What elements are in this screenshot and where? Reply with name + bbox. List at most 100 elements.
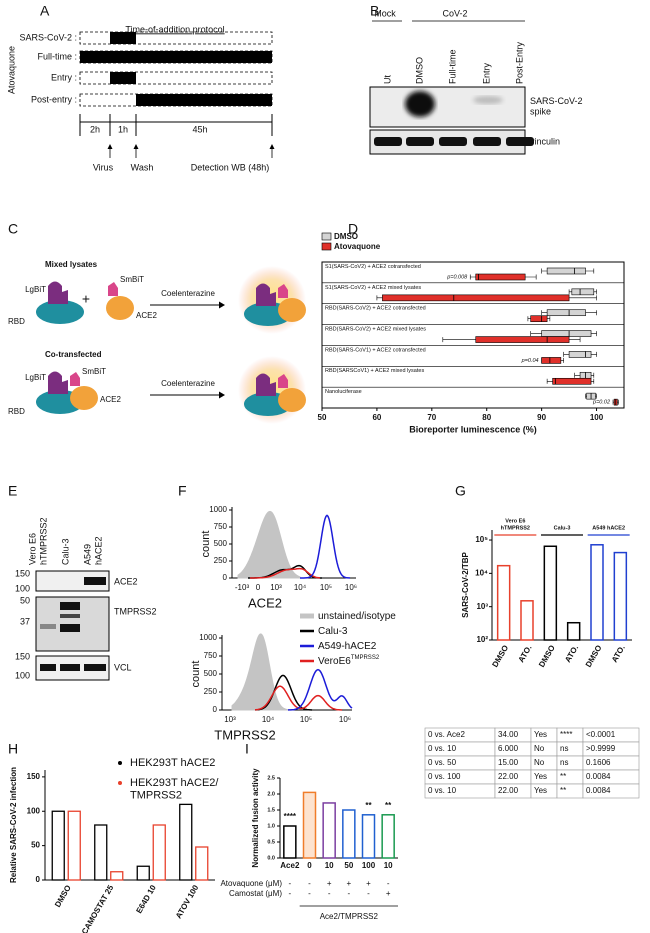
- group-label: hTMPRSS2: [501, 525, 530, 531]
- component-label: LgBiT: [25, 373, 46, 382]
- lane-label: hACE2: [93, 536, 103, 565]
- table-text: 34.00: [498, 730, 519, 739]
- table-text: Yes: [534, 786, 547, 795]
- lgbit-shape: [48, 371, 68, 394]
- protocol-segment: [136, 94, 272, 106]
- treatment-sign: -: [347, 889, 350, 898]
- blot-band: [374, 137, 402, 146]
- y-tick-label: 1000: [199, 633, 217, 642]
- y-tick-label: 750: [204, 651, 218, 660]
- panel-letter: I: [245, 741, 249, 757]
- x-tick-label: 10⁶: [339, 715, 351, 724]
- x-tick-label: 10: [384, 861, 393, 870]
- component-label: LgBiT: [25, 285, 46, 294]
- x-tick-label: 80: [482, 413, 491, 422]
- legend-label: DMSO: [334, 232, 358, 241]
- component-label: SmBiT: [82, 367, 106, 376]
- table-text: 0 vs. 50: [428, 758, 457, 767]
- bar: [283, 825, 297, 859]
- x-tick-label: DMSO: [490, 644, 510, 669]
- p-value: p=0.02: [592, 400, 610, 406]
- mw-marker: 150: [15, 568, 30, 578]
- bar: [361, 814, 376, 859]
- table-text: 0 vs. 10: [428, 744, 457, 753]
- y-tick-label: 0: [223, 573, 228, 582]
- table-text: >0.9999: [586, 744, 616, 753]
- panel-letter: E: [8, 483, 17, 499]
- y-tick-label: 0.0: [267, 855, 275, 861]
- legend-label: Atovaquone: [334, 242, 381, 251]
- box: [530, 315, 548, 323]
- mw-marker: 100: [15, 670, 30, 680]
- bar: [381, 814, 395, 859]
- x-tick-label: 10: [325, 861, 334, 870]
- y-tick-label: 500: [204, 669, 218, 678]
- lgbit-shape: [256, 283, 276, 306]
- treatment-sign: -: [387, 879, 390, 888]
- diagram-title: Mixed lysates: [45, 260, 98, 269]
- blot-band: [84, 664, 106, 671]
- text-line: HEK293T hACE2/: [130, 777, 219, 789]
- treatment-sign: +: [366, 879, 371, 888]
- lane-label: Full-time: [447, 49, 457, 84]
- table-text: No: [534, 744, 545, 753]
- blot: [35, 570, 110, 592]
- x-tick-label: 10⁵: [320, 583, 332, 592]
- legend-name: unstained/isotype: [318, 611, 396, 622]
- histogram-curve: [250, 567, 320, 579]
- legend-swatch: [321, 232, 332, 241]
- text-line: TMPRSS2: [130, 790, 182, 802]
- mw-marker: 100: [15, 583, 30, 593]
- box: [568, 351, 592, 358]
- legend-marker: [118, 761, 122, 765]
- protocol-row-label: Full-time :: [37, 51, 77, 61]
- x-axis-label: TMPRSS2: [214, 727, 275, 742]
- ace2-shape: [70, 386, 98, 410]
- box: [571, 288, 595, 296]
- box: [541, 357, 562, 364]
- y-tick-label: 0.5: [267, 839, 275, 845]
- group-label: Ace2/TMPRSS2: [320, 912, 379, 921]
- event-label: Virus: [93, 162, 114, 172]
- panel-letter: D: [348, 221, 358, 237]
- table-text: No: [534, 758, 545, 767]
- duration-label: 1h: [118, 124, 128, 134]
- histogram-curve: [300, 514, 351, 579]
- panel-letter: F: [178, 483, 187, 499]
- y-tick-label: 250: [214, 556, 228, 565]
- bar: [322, 802, 336, 859]
- treatment-sign: -: [308, 879, 311, 888]
- y-tick-label: 100: [27, 806, 41, 815]
- treatment-sign: -: [367, 889, 370, 898]
- treatment-sign: -: [288, 879, 291, 888]
- legend-label: VeroE6TMPRSS2: [318, 655, 380, 667]
- x-tick-label: 0: [307, 861, 312, 870]
- legend-label: HEK293T hACE2/TMPRSS2: [130, 777, 219, 802]
- drug-label: Atovaquone: [6, 46, 16, 94]
- band-label: ACE2: [114, 576, 138, 586]
- table-text: 15.00: [498, 758, 519, 767]
- component-label: SmBiT: [120, 275, 144, 284]
- bar: [543, 545, 558, 641]
- table-text: 0 vs. Ace2: [428, 730, 465, 739]
- lane-label: Calu-3: [60, 538, 70, 565]
- table-text: ns: [560, 758, 568, 767]
- blot-band: [60, 624, 80, 632]
- x-tick-label: 10⁶: [345, 583, 357, 592]
- bar: [152, 824, 166, 881]
- protocol-track: [79, 71, 273, 85]
- x-tick-label: E64D 10: [134, 883, 158, 915]
- histogram-curve: [237, 510, 301, 579]
- x-tick-label: DMSO: [584, 644, 604, 669]
- y-tick-label: 250: [204, 687, 218, 696]
- treatment-label: Camostat (μM): [229, 889, 282, 898]
- blot-band: [473, 96, 503, 104]
- lane-label: DMSO: [414, 57, 424, 84]
- component-label: RBD: [8, 317, 25, 326]
- arrow-head: [219, 301, 225, 309]
- y-tick-label: 1000: [209, 505, 227, 514]
- panel-letter: A: [40, 3, 50, 19]
- event-label: Detection WB (48h): [191, 162, 270, 172]
- band-label: vinculin: [530, 136, 560, 146]
